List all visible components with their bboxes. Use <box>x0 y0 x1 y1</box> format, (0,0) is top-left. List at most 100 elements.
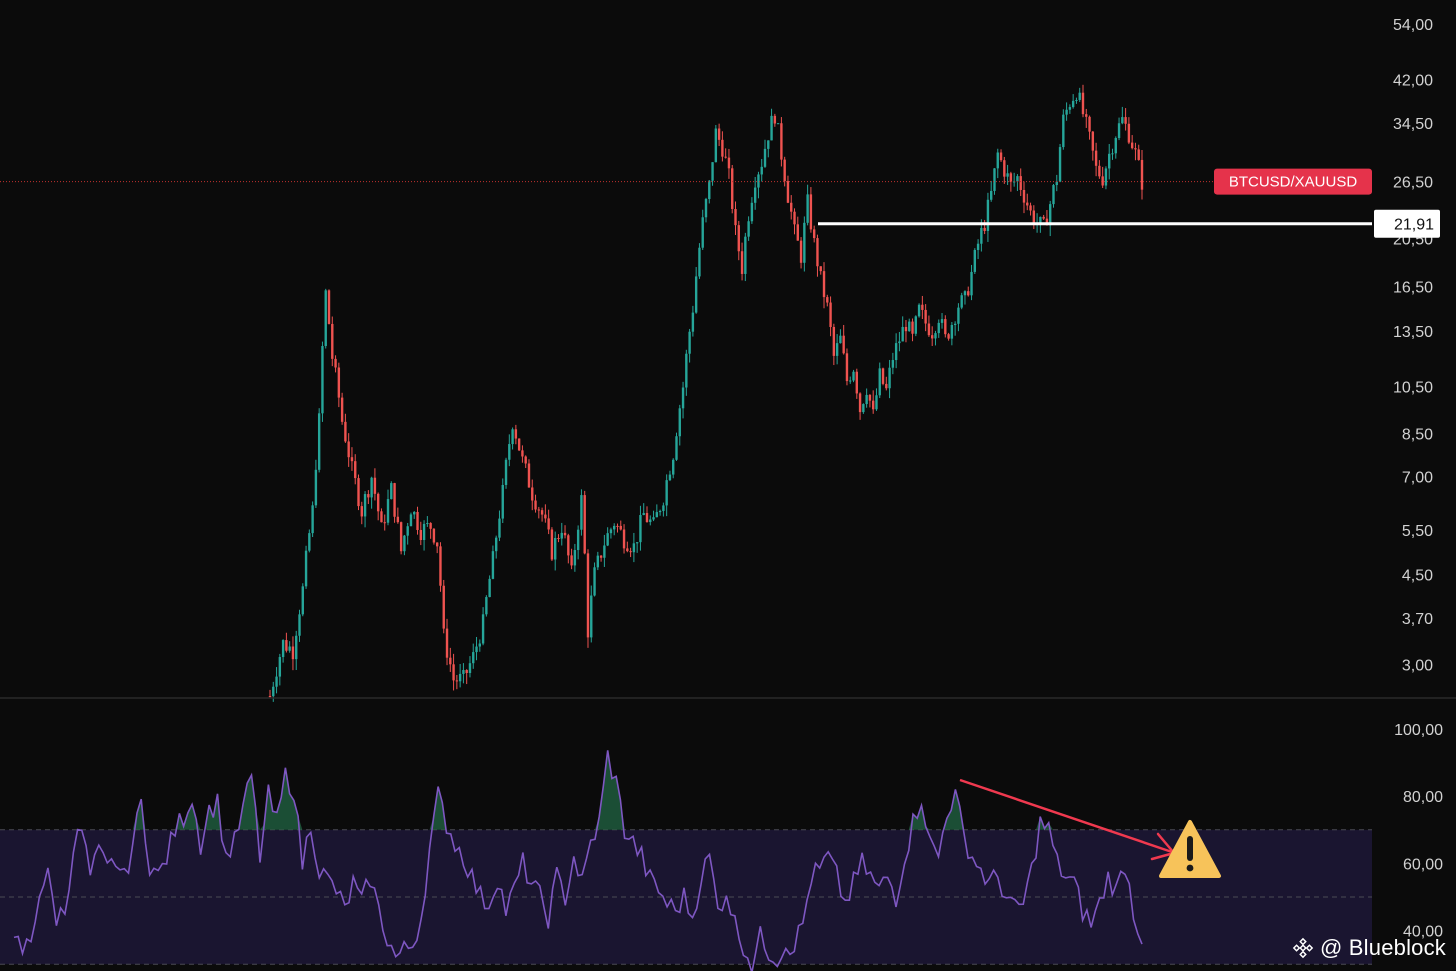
candle <box>894 333 898 369</box>
series-name-tag-text: BTCUSD/XAUUSD <box>1229 174 1358 191</box>
candle-body <box>868 394 872 401</box>
candle-body <box>934 333 937 339</box>
candle <box>842 324 845 355</box>
candle-body <box>898 341 901 344</box>
candle-body <box>537 509 541 511</box>
price-tick-label: 5,50 <box>1402 523 1433 540</box>
candle-body <box>750 202 754 222</box>
series-name-tag: BTCUSD/XAUUSD <box>1214 168 1372 195</box>
candle-body <box>1111 153 1114 155</box>
candle <box>711 162 714 186</box>
price-candles <box>268 84 1144 702</box>
candle <box>753 176 757 210</box>
candle <box>898 331 901 352</box>
candle-body <box>731 168 734 209</box>
candle <box>511 427 514 450</box>
candle <box>301 583 304 617</box>
candle <box>655 504 659 518</box>
candle <box>390 481 393 500</box>
candle <box>475 636 478 661</box>
candle-body <box>599 555 603 558</box>
candle-body <box>849 380 852 382</box>
candle-body <box>380 511 383 523</box>
candle <box>1006 164 1009 185</box>
candle-body <box>275 676 278 687</box>
candle <box>1055 174 1058 192</box>
price-tick-label: 7,00 <box>1402 470 1433 487</box>
candle-body <box>698 247 701 277</box>
candle-body <box>367 494 370 498</box>
candle <box>1003 156 1006 184</box>
candle <box>973 248 977 275</box>
rsi-series-line <box>13 750 1143 971</box>
candle <box>478 639 482 652</box>
candle-body <box>593 567 596 596</box>
candle <box>1065 102 1068 121</box>
candle <box>1088 115 1091 140</box>
candle <box>622 524 626 554</box>
candle <box>1111 148 1114 160</box>
candle <box>468 656 472 678</box>
candle <box>275 667 278 694</box>
candle-body <box>904 326 908 332</box>
candle <box>350 447 354 471</box>
candle <box>363 491 367 528</box>
candle-body <box>1075 99 1078 101</box>
candle <box>540 507 544 522</box>
candle <box>376 492 380 521</box>
candle-body <box>340 397 344 422</box>
candle <box>652 510 655 522</box>
candle-body <box>527 463 531 488</box>
candle-body <box>350 457 354 462</box>
candle <box>999 149 1003 162</box>
candle-body <box>819 266 822 272</box>
candle-body <box>937 322 940 334</box>
candle-body <box>1137 149 1140 160</box>
candle <box>357 474 360 511</box>
candle <box>281 639 285 663</box>
candle <box>737 220 740 261</box>
candle <box>439 542 442 592</box>
candle <box>1094 142 1098 177</box>
candle-body <box>1091 131 1095 151</box>
candle-body <box>540 510 544 515</box>
candle-body <box>901 326 904 342</box>
rsi-axis: 100,00 80,00 60,00 40,00 <box>1394 722 1443 941</box>
candle <box>953 321 957 336</box>
candle-body <box>626 548 629 552</box>
candle-body <box>393 483 396 517</box>
candle-body <box>642 513 645 516</box>
candle <box>590 585 593 643</box>
candle-body <box>717 128 721 140</box>
candle-body <box>376 493 380 512</box>
candle <box>658 509 662 516</box>
candle <box>757 171 760 199</box>
divergence-arrow-line[interactable] <box>959 778 1173 854</box>
candle <box>1098 160 1101 179</box>
candle-body <box>514 429 518 439</box>
candle-body <box>983 227 986 231</box>
candle <box>744 232 747 282</box>
candle-body <box>845 353 849 382</box>
price-tags: BTCUSD/XAUUSD 21,91 <box>1214 168 1440 238</box>
candle <box>445 618 449 666</box>
candle <box>793 208 796 235</box>
candle <box>783 156 786 187</box>
candle <box>747 216 750 241</box>
candle <box>967 286 970 297</box>
candle-body <box>288 646 291 651</box>
candle-body <box>652 517 655 520</box>
candle <box>1124 108 1127 131</box>
candle-body <box>399 522 403 552</box>
candle <box>1062 109 1065 150</box>
candle-body <box>940 319 944 323</box>
candle-body <box>544 514 547 519</box>
candle <box>560 522 563 546</box>
candle <box>957 303 960 332</box>
candle-body <box>953 323 957 325</box>
candle <box>268 689 272 698</box>
candle <box>1134 142 1137 161</box>
candle-body <box>655 512 659 518</box>
candle-body <box>675 436 678 460</box>
candle-body <box>596 555 600 568</box>
